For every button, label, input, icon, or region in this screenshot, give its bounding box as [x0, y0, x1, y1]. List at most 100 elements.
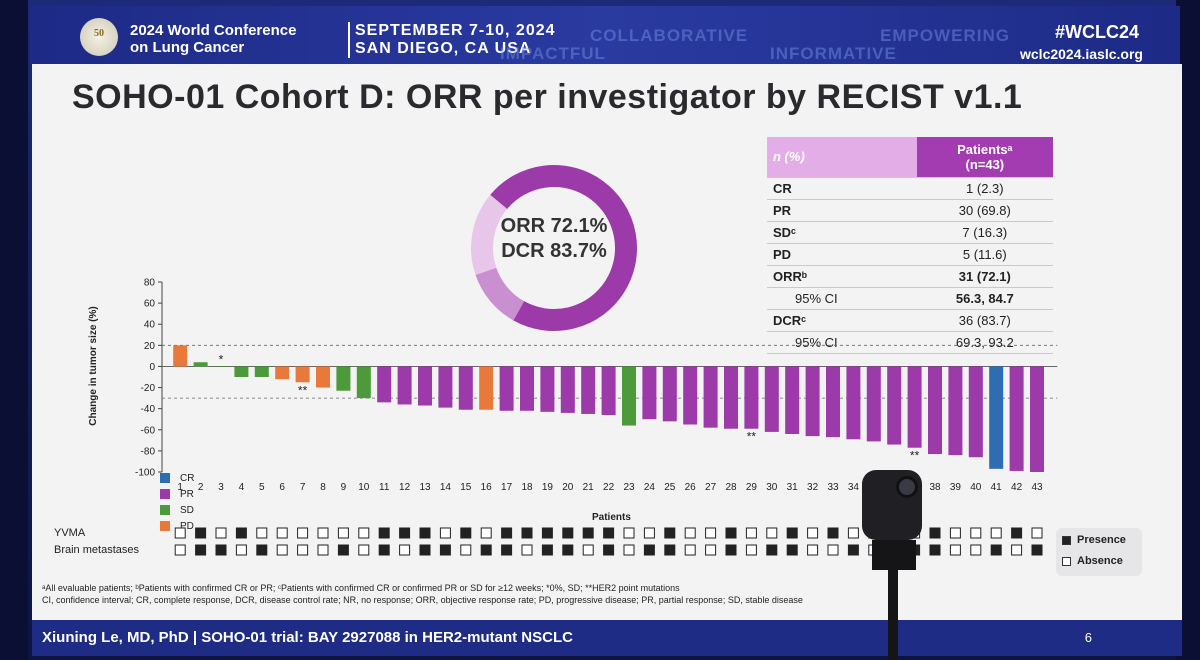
y-tick-label: -40	[141, 404, 156, 415]
bar-patient-2	[193, 362, 208, 367]
footnote-line1: ᵃAll evaluable patients; ᵇPatients with …	[42, 583, 680, 593]
bar-patient-16	[479, 366, 494, 410]
row-value: 69.3, 93.2	[916, 331, 1053, 354]
yvma-marker	[990, 527, 1002, 539]
bar-patient-8	[316, 366, 330, 388]
bg-word: COLLABORATIVE	[590, 26, 749, 45]
x-tick-label: 1	[177, 482, 183, 493]
brain-metastases-marker	[949, 544, 961, 556]
donut-segment-sd	[475, 267, 525, 321]
brain-metastases-marker	[460, 544, 472, 556]
presence-swatch	[1062, 535, 1071, 545]
brain-metastases-marker	[582, 544, 594, 556]
x-tick-label: 31	[787, 482, 799, 493]
legend-label: CR	[180, 472, 195, 484]
bar-patient-37	[907, 366, 922, 448]
brain-metastases-marker	[174, 544, 186, 556]
yvma-marker	[664, 527, 676, 539]
x-tick-label: 41	[991, 482, 1003, 493]
footer-text: Xiuning Le, MD, PhD | SOHO-01 trial: BAY…	[42, 629, 573, 646]
bar-patient-35	[866, 366, 881, 442]
patients-header-line2: (n=43)	[965, 156, 1005, 172]
yvma-marker	[949, 527, 961, 539]
yvma-marker	[807, 527, 819, 539]
x-tick-label: 8	[320, 482, 326, 493]
brain-metastases-marker	[1011, 544, 1023, 556]
bar-patient-29	[744, 366, 759, 429]
yvma-marker	[929, 527, 941, 539]
response-table: n (%) Patientsᵃ (n=43) CR 1 (2.3) PR 30 (6…	[767, 137, 1053, 354]
yvma-marker	[1031, 527, 1043, 539]
brain-metastases-marker	[215, 544, 227, 556]
conference-title-line1: 2024 World Conference	[130, 22, 297, 39]
page-number: 6	[1084, 630, 1092, 645]
yvma-marker	[276, 527, 288, 539]
brain-metastases-marker	[664, 544, 676, 556]
y-tick-label: -80	[141, 446, 156, 457]
yvma-marker	[603, 527, 615, 539]
x-tick-label: 10	[358, 482, 370, 493]
row-value: 1 (2.3)	[916, 177, 1053, 200]
row-value: 36 (83.7)	[916, 309, 1053, 332]
table-row: DCRᶜ 36 (83.7)	[767, 309, 1053, 332]
x-tick-label: 13	[419, 482, 431, 493]
bar-patient-5	[254, 366, 269, 377]
legend-swatch	[160, 489, 170, 499]
legend-label: PD	[180, 520, 194, 532]
x-tick-label: 26	[685, 482, 697, 493]
x-tick-label: 17	[501, 482, 513, 493]
yvma-marker	[174, 527, 186, 539]
x-tick-label: 43	[1031, 482, 1043, 493]
yvma-marker	[643, 527, 655, 539]
conference-header: 50 2024 World Conference on Lung Cancer …	[30, 6, 1180, 64]
marker-grid	[174, 527, 1043, 556]
bar-patient-4	[234, 366, 249, 377]
yvma-marker	[786, 527, 798, 539]
x-axis-label: Patients	[592, 512, 631, 523]
table-row: CR 1 (2.3)	[767, 177, 1053, 200]
yvma-marker	[705, 527, 717, 539]
table-row: SDᶜ 7 (16.3)	[767, 221, 1053, 244]
x-tick-label: 22	[603, 482, 615, 493]
brain-metastases-marker	[501, 544, 513, 556]
slide-footer: Xiuning Le, MD, PhD | SOHO-01 trial: BAY…	[32, 620, 1182, 656]
footnote: ᵃAll evaluable patients; ᵇPatients with …	[42, 582, 803, 606]
yvma-marker	[317, 527, 329, 539]
row-label: ORRᵇ	[767, 265, 917, 288]
donut-orr: ORR 72.1%	[500, 215, 608, 237]
bar-patient-43	[1030, 366, 1044, 472]
yvma-marker	[337, 527, 349, 539]
y-tick-label: -100	[135, 468, 155, 479]
x-tick-label: 30	[766, 482, 778, 493]
x-tick-label: 14	[440, 482, 452, 493]
row-label: CR	[767, 177, 917, 200]
bg-word: IMPACTFUL	[500, 44, 606, 63]
yvma-marker	[847, 527, 859, 539]
brain-metastases-marker	[990, 544, 1002, 556]
bar-patient-6	[275, 366, 290, 380]
bar-patient-9	[336, 366, 351, 391]
brain-metastases-marker	[929, 544, 941, 556]
yvma-marker	[215, 527, 227, 539]
brain-metastases-marker	[337, 544, 349, 556]
brain-metastases-marker	[358, 544, 370, 556]
legend-item-cr: CR	[160, 470, 194, 486]
yvma-marker	[562, 527, 574, 539]
brain-metastases-marker	[970, 544, 982, 556]
yvma-marker	[1011, 527, 1023, 539]
brain-metastases-marker	[807, 544, 819, 556]
y-tick-label: 20	[144, 341, 156, 352]
brain-metastases-marker	[766, 544, 778, 556]
bar-patient-25	[662, 366, 677, 422]
row-label: PD	[767, 243, 917, 266]
legend-item-pd: PD	[160, 518, 194, 534]
x-tick-label: 5	[259, 482, 265, 493]
stage-dark-left	[0, 0, 28, 660]
brain-metastases-marker	[786, 544, 798, 556]
bar-patient-41	[989, 366, 1004, 469]
x-tick-label: 6	[279, 482, 285, 493]
donut-dcr: DCR 83.7%	[501, 240, 607, 262]
table-row: 95% CI 56.3, 84.7	[767, 287, 1053, 310]
table-header-patients: Patientsᵃ (n=43)	[916, 137, 1053, 178]
x-tick-label: 4	[239, 482, 245, 493]
